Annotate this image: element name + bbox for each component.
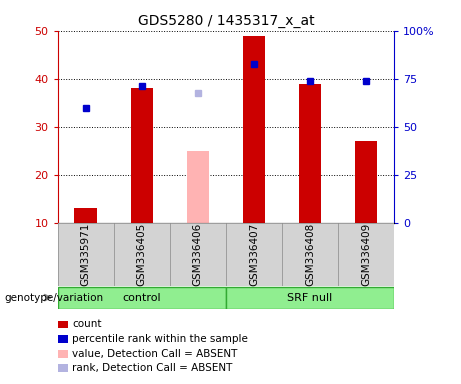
Text: rank, Detection Call = ABSENT: rank, Detection Call = ABSENT: [72, 363, 233, 373]
Text: genotype/variation: genotype/variation: [5, 293, 104, 303]
Text: GSM336406: GSM336406: [193, 223, 203, 286]
Bar: [299, 84, 321, 223]
Text: control: control: [123, 293, 161, 303]
Text: GSM336405: GSM336405: [137, 223, 147, 286]
FancyBboxPatch shape: [58, 286, 226, 309]
Bar: [130, 88, 153, 223]
Bar: [242, 36, 265, 223]
Text: value, Detection Call = ABSENT: value, Detection Call = ABSENT: [72, 349, 238, 359]
Bar: [75, 208, 97, 223]
Text: GSM336408: GSM336408: [305, 223, 315, 286]
Text: GSM335971: GSM335971: [81, 223, 91, 286]
Text: count: count: [72, 319, 102, 329]
Text: percentile rank within the sample: percentile rank within the sample: [72, 334, 248, 344]
Bar: [355, 141, 377, 223]
Text: GSM336407: GSM336407: [249, 223, 259, 286]
FancyBboxPatch shape: [226, 286, 394, 309]
Title: GDS5280 / 1435317_x_at: GDS5280 / 1435317_x_at: [137, 14, 314, 28]
Bar: [187, 151, 209, 223]
Text: SRF null: SRF null: [287, 293, 333, 303]
Text: GSM336409: GSM336409: [361, 223, 371, 286]
